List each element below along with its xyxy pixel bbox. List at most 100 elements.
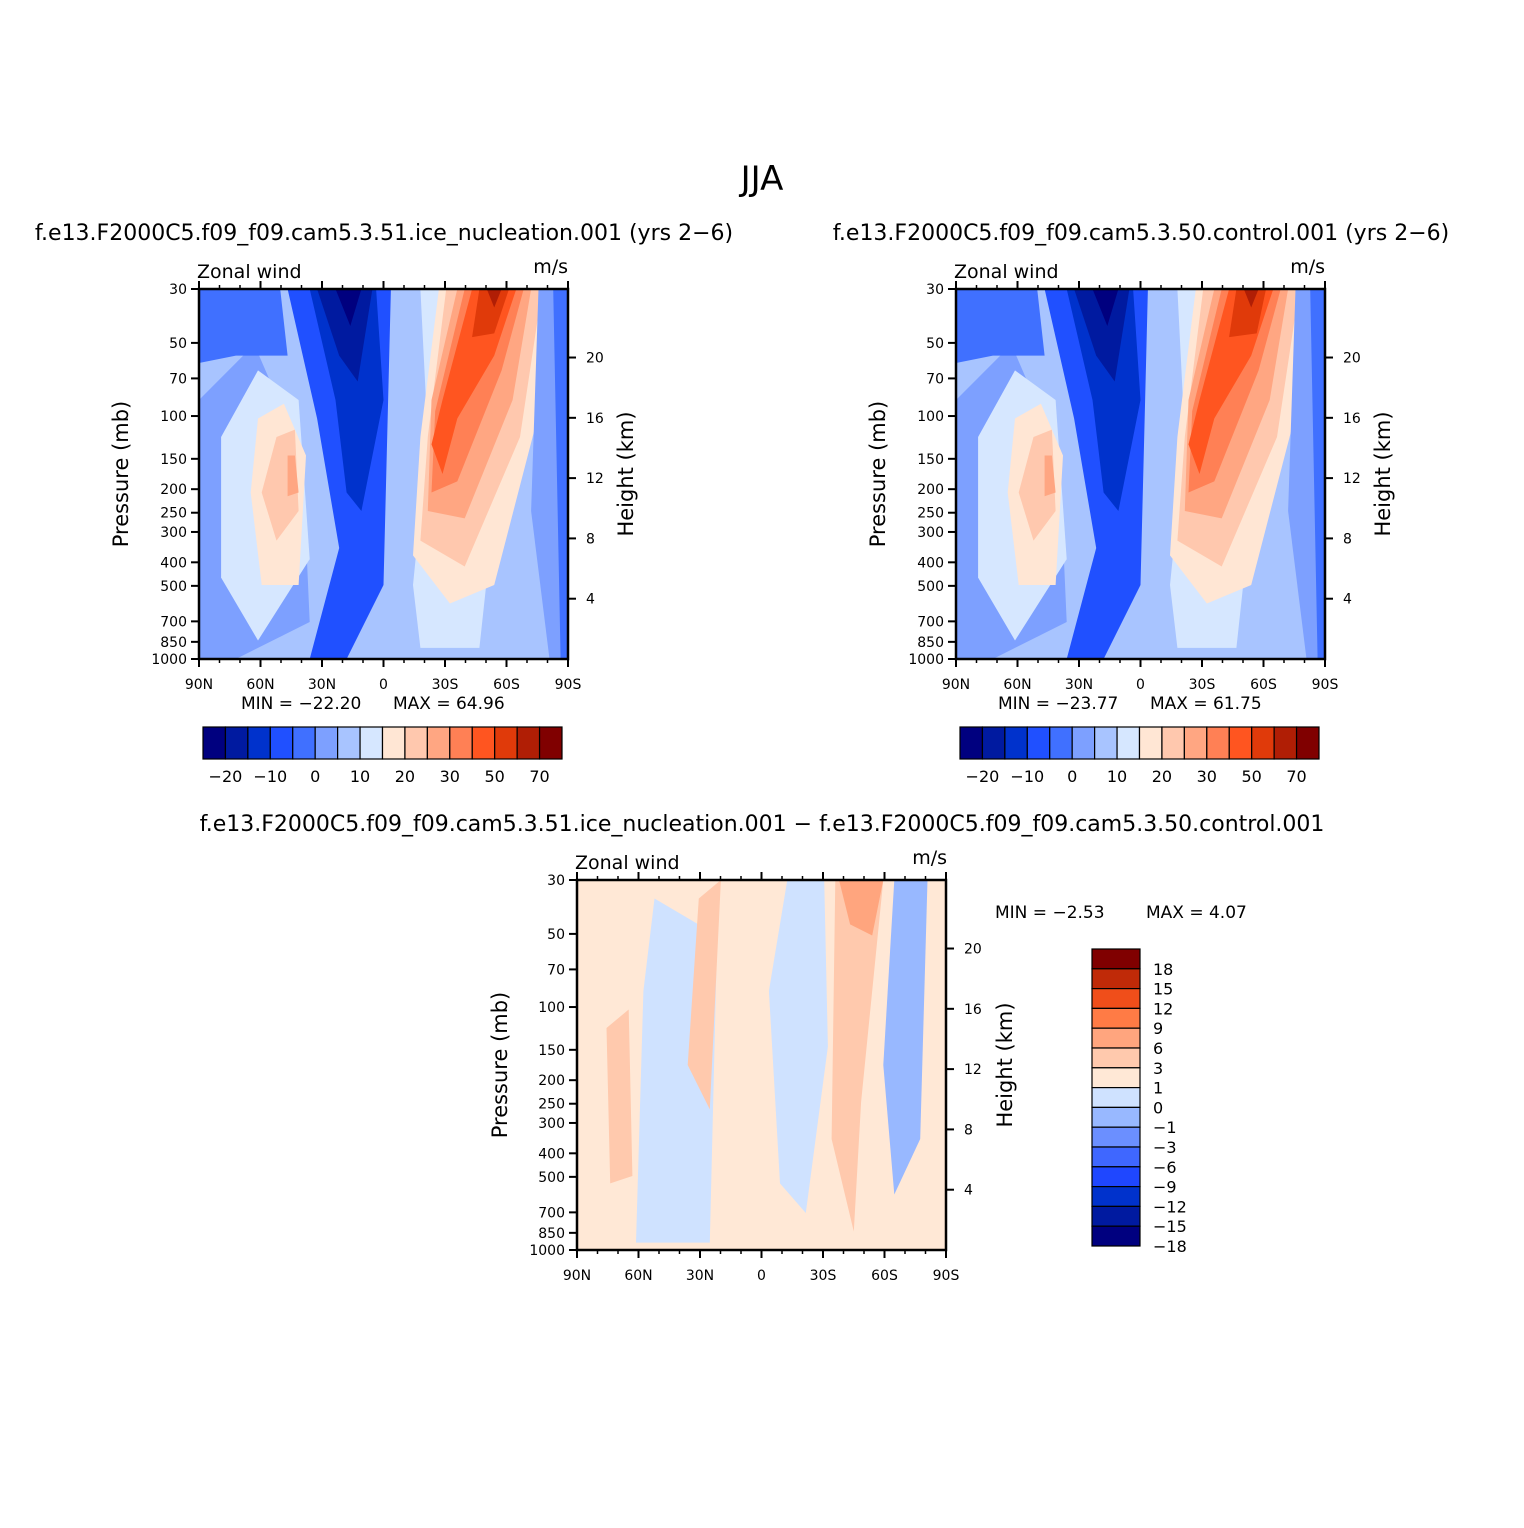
colorbar-box [1091,1126,1141,1148]
y-tick-label: 700 [917,614,944,630]
y-tick-label: 850 [538,1226,565,1242]
colorbar-label: 15 [1153,980,1173,999]
contour-band [1188,289,1281,493]
colorbar-box [1094,726,1118,760]
y-tick-label: 150 [160,452,187,468]
y-right-tick-label: 16 [1343,411,1361,427]
colorbar-label: −12 [1153,1197,1187,1216]
colorbar-label: 10 [1107,767,1127,786]
colorbar-box [1091,1185,1141,1207]
units-string: m/s [912,847,947,869]
contour-band [486,289,502,308]
y-axis-label: Pressure (mb) [866,401,890,548]
contour-band [606,1009,633,1184]
colorbar-label: 0 [310,767,320,786]
y-tick-label: 400 [160,555,187,571]
colorbar-box [1049,726,1073,760]
panel-title: f.e13.F2000C5.f09_f09.cam5.3.50.control.… [833,221,1449,246]
y-tick-label: 30 [169,282,187,298]
y-right-tick-label: 20 [964,942,982,958]
colorbar-label: 50 [1242,767,1262,786]
colorbar-label: 20 [1152,767,1172,786]
contour-band [1092,289,1119,326]
y-right-tick-label: 16 [586,411,604,427]
x-tick-label: 60N [624,1268,652,1284]
y-right-tick-label: 16 [964,1002,982,1018]
contour-field [199,289,568,659]
colorbar-box [1091,1225,1141,1247]
colorbar-label: −20 [966,767,1000,786]
colorbar-box [538,726,563,760]
y-tick-label: 200 [160,482,187,498]
y-tick-label: 1000 [908,652,944,668]
y-tick-label: 50 [926,336,944,352]
x-tick-label: 90N [942,677,970,693]
x-tick-label: 90N [563,1268,591,1284]
x-tick-label: 30S [810,1268,837,1284]
y-right-tick-label: 12 [586,471,604,487]
y-tick-label: 1000 [151,652,187,668]
y-tick-label: 850 [160,635,187,651]
y-tick-label: 250 [917,506,944,522]
y-axis-label-right: Height (km) [1371,411,1395,536]
contour-layers [577,880,946,1250]
colorbar-label: −9 [1153,1178,1177,1197]
axes: 90N 60N 30N 0 30S 60S 90S 30 50 70 100 150 200 250 300… [529,872,982,1284]
y-tick-label: 700 [538,1205,565,1221]
y-right-tick-label: 20 [586,351,604,367]
y-right-tick-label: 8 [964,1122,973,1138]
contour-field [577,880,946,1250]
colorbar-label: 30 [1197,767,1217,786]
panel-title: f.e13.F2000C5.f09_f09.cam5.3.51.ice_nucl… [200,812,1325,837]
panel-title: f.e13.F2000C5.f09_f09.cam5.3.51.ice_nucl… [35,221,733,246]
colorbar-box [1228,726,1253,760]
contour-band [309,289,384,511]
x-tick-label: 30S [432,677,459,693]
colorbar-box [247,726,271,760]
contour-band [839,880,884,936]
colorbar-label: −10 [1010,767,1044,786]
x-tick-label: 60N [1003,677,1031,693]
colorbar-box [1138,726,1163,760]
y-right-tick-label: 12 [1343,471,1361,487]
colorbar-box [449,726,473,760]
y-right-tick-label: 12 [964,1062,982,1078]
x-tick-label: 90S [1312,677,1339,693]
units-string: m/s [533,256,568,278]
colorbar-label: 50 [485,767,505,786]
colorbar-box [494,726,518,760]
colorbar-box [959,726,984,760]
y-tick-label: 150 [917,452,944,468]
contour-band [1243,289,1259,308]
colorbar-box [1071,726,1096,760]
contour-band [1044,455,1056,497]
contour-field [956,289,1325,659]
left-string: Zonal wind [197,261,302,283]
colorbar-label: −18 [1153,1237,1187,1256]
x-tick-label: 60S [1250,677,1277,693]
y-tick-label: 250 [538,1097,565,1113]
colorbar-label: −1 [1153,1118,1177,1137]
colorbar-box [359,726,384,760]
y-axis-label-right: Height (km) [614,411,638,536]
colorbar-box [1206,726,1230,760]
y-right-tick-label: 8 [1343,531,1352,547]
max-stat: MAX = 64.96 [393,694,505,714]
colorbar-box [426,726,451,760]
x-tick-label: 0 [379,677,388,693]
contour-layers [199,289,568,659]
left-string: Zonal wind [954,261,1059,283]
colorbar-box [224,726,249,760]
y-tick-label: 50 [547,927,565,943]
colorbar-label: −6 [1153,1158,1177,1177]
min-stat: MIN = −22.20 [241,694,361,714]
x-tick-label: 30N [686,1268,714,1284]
colorbar: −20 −10 0 10 20 30 50 70 [959,726,1320,786]
contour-band [1229,289,1266,338]
x-tick-label: 90N [185,677,213,693]
colorbar-label: −3 [1153,1138,1177,1157]
min-stat: MIN = −23.77 [998,694,1118,714]
colorbar-box [202,726,227,760]
